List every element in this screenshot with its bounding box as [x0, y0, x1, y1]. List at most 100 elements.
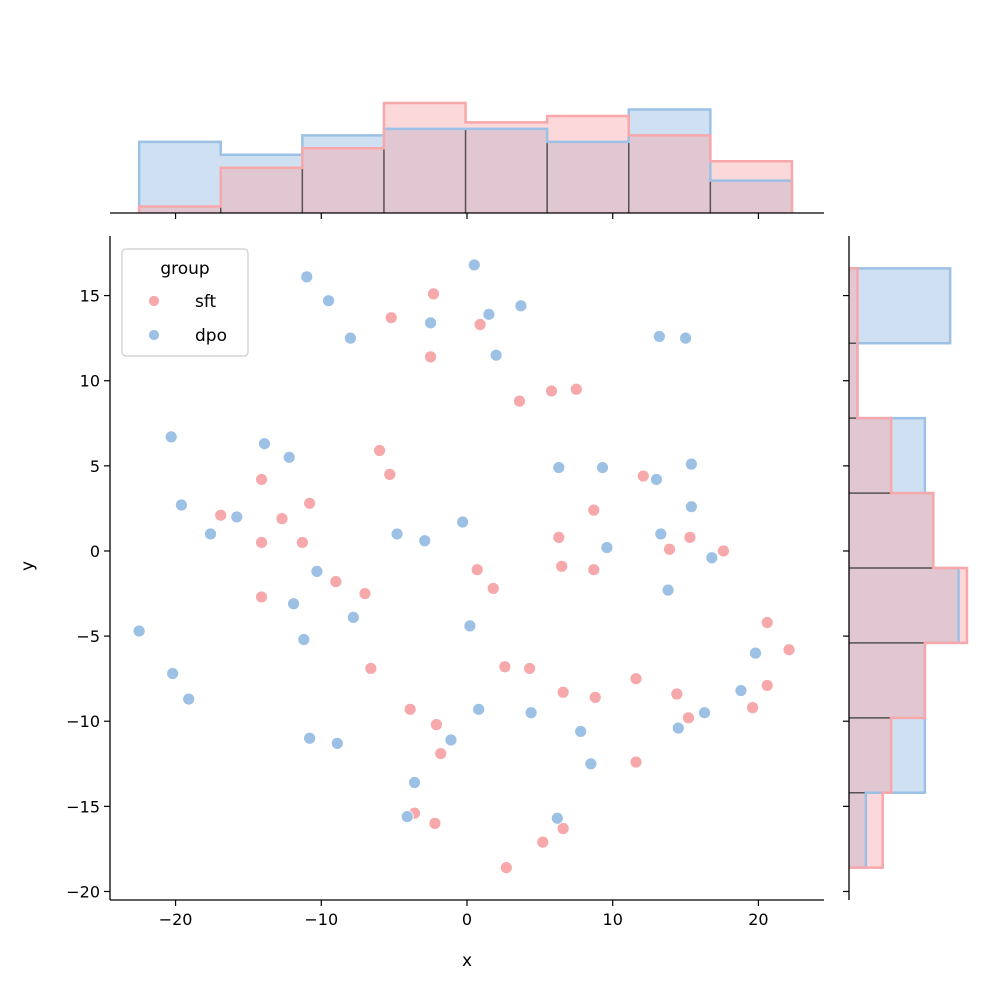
scatter-point-dpo	[132, 624, 146, 638]
scatter-point-dpo	[463, 619, 477, 633]
x-tick-label: −20	[159, 910, 193, 929]
scatter-point-dpo	[297, 633, 311, 646]
scatter-point-dpo	[400, 810, 414, 823]
scatter-point-dpo	[650, 473, 663, 486]
scatter-point-sft	[364, 662, 378, 675]
scatter-point-dpo	[734, 684, 748, 697]
scatter-point-sft	[329, 575, 343, 589]
scatter-point-dpo	[344, 331, 357, 345]
scatter-point-sft	[663, 542, 676, 556]
scatter-point-sft	[588, 690, 602, 704]
top-hist-bar-dpo	[628, 109, 711, 213]
scatter-point-sft	[486, 582, 500, 595]
scatter-point-sft	[555, 559, 569, 573]
top-hist-outline-dpo	[137, 108, 794, 213]
scatter-point-dpo	[300, 270, 314, 284]
legend-label-dpo: dpo	[195, 326, 227, 346]
top-hist-bar-sft	[139, 206, 221, 213]
scatter-point-dpo	[514, 299, 528, 313]
legend: group sft dpo	[121, 248, 249, 357]
right-hist-bar-dpo	[849, 493, 934, 568]
scatter-point-dpo	[489, 348, 503, 362]
scatter-point-sft	[545, 384, 558, 398]
scatter-point-dpo	[482, 307, 496, 321]
top-hist-bar-dpo	[465, 128, 548, 213]
right-hist-bar-sft	[849, 642, 925, 718]
scatter-point-sft	[295, 536, 309, 549]
scatter-point-sft	[275, 512, 289, 526]
top-marginal-histogram	[110, 101, 824, 219]
scatter-point-sft	[683, 530, 697, 544]
right-hist-bar-dpo	[849, 642, 925, 718]
scatter-point-dpo	[671, 721, 685, 735]
scatter-point-dpo	[408, 776, 421, 789]
scatter-point-sft	[498, 660, 512, 674]
legend-marker-dpo	[148, 329, 160, 341]
top-hist-bar-dpo	[383, 128, 466, 213]
scatter-point-dpo	[258, 437, 271, 451]
scatter-point-sft	[214, 508, 228, 522]
scatter-point-dpo	[330, 736, 344, 750]
axes: −20 −10 0 10 20 −20 −15 −10 −5 0 5 10 15	[66, 236, 824, 929]
scatter-point-sft	[303, 496, 317, 510]
scatter-point-sft	[782, 643, 796, 657]
scatter-point-dpo	[652, 330, 666, 343]
right-hist-bar-dpo	[849, 717, 925, 793]
top-hist-bar-dpo	[547, 141, 629, 213]
scatter-point-sft	[717, 544, 730, 558]
scatter-point-sft	[434, 747, 448, 760]
scatter-point-sft	[255, 536, 268, 549]
right-hist-bar-dpo	[849, 418, 925, 494]
right-hist-bar-sft	[849, 717, 892, 793]
y-tick-label: −10	[66, 712, 100, 731]
x-tick-label: −10	[304, 910, 338, 929]
scatter-point-sft	[552, 530, 566, 544]
scatter-point-dpo	[584, 757, 598, 771]
scatter-point-sft	[255, 590, 268, 604]
scatter-point-dpo	[552, 461, 566, 474]
scatter-plot-area	[132, 258, 796, 875]
top-hist-bar-sft	[710, 161, 792, 213]
legend-marker-sft	[148, 295, 160, 307]
x-axis-title: x	[462, 951, 472, 971]
scatter-point-dpo	[166, 667, 180, 680]
scatter-point-dpo	[174, 498, 188, 512]
scatter-point-dpo	[424, 316, 437, 330]
scatter-point-dpo	[749, 646, 762, 660]
scatter-point-dpo	[287, 597, 301, 611]
top-hist-bar-sft	[547, 115, 629, 213]
y-tick-label: 0	[90, 542, 100, 561]
scatter-point-sft	[403, 702, 417, 716]
scatter-point-dpo	[310, 565, 324, 578]
scatter-point-sft	[427, 287, 440, 301]
top-hist-bar-dpo	[710, 180, 792, 213]
scatter-point-sft	[429, 718, 443, 732]
scatter-point-dpo	[698, 706, 711, 720]
right-hist-bar-dpo	[849, 792, 866, 868]
scatter-point-sft	[473, 318, 487, 331]
scatter-point-sft	[358, 587, 372, 600]
scatter-point-dpo	[705, 551, 719, 565]
scatter-point-dpo	[444, 733, 458, 747]
scatter-point-dpo	[322, 294, 335, 308]
legend-title: group	[160, 259, 209, 279]
y-axis-title: y	[18, 561, 38, 571]
scatter-point-sft	[470, 563, 484, 577]
scatter-point-sft	[629, 755, 643, 769]
y-tick-label: −5	[76, 627, 100, 646]
top-hist-bar-sft	[383, 103, 466, 213]
scatter-point-sft	[384, 311, 398, 325]
scatter-point-dpo	[230, 510, 244, 524]
scatter-point-sft	[556, 822, 570, 835]
top-hist-bar-sft	[465, 122, 548, 213]
scatter-point-sft	[746, 701, 759, 715]
scatter-point-dpo	[467, 258, 481, 272]
scatter-point-dpo	[600, 541, 614, 554]
scatter-point-dpo	[574, 725, 588, 738]
scatter-point-sft	[383, 467, 397, 481]
scatter-point-sft	[499, 861, 513, 875]
scatter-point-dpo	[456, 515, 470, 529]
x-tick-label: 0	[462, 910, 472, 929]
y-tick-label: 10	[80, 372, 100, 391]
right-hist-bar-sft	[849, 418, 892, 494]
